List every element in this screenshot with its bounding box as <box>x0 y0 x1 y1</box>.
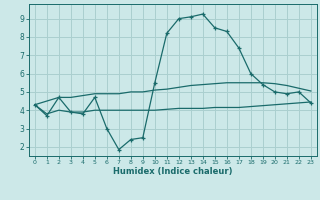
X-axis label: Humidex (Indice chaleur): Humidex (Indice chaleur) <box>113 167 233 176</box>
